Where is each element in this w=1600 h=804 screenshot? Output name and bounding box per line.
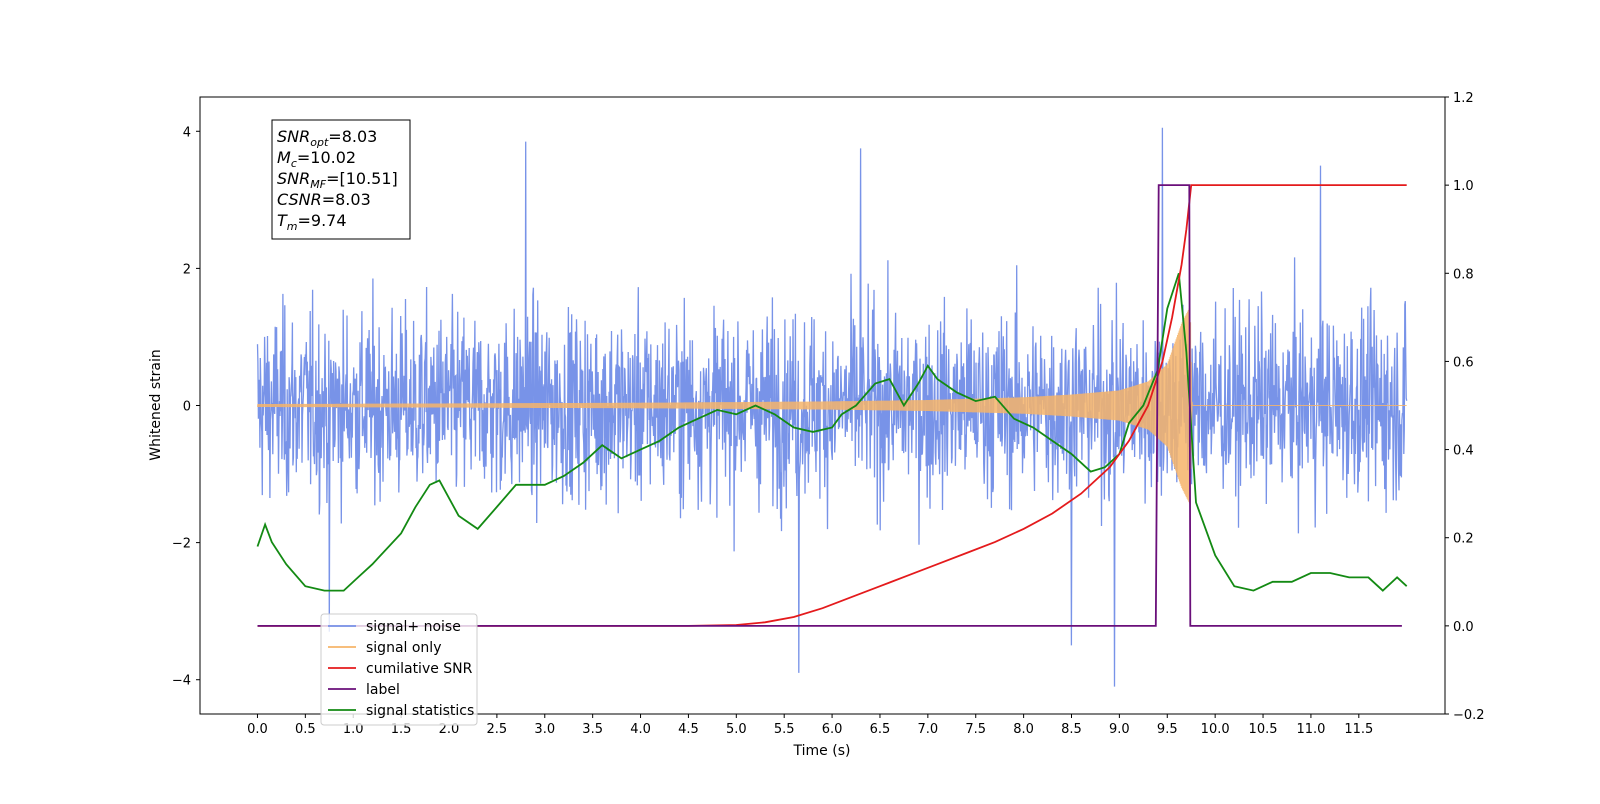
series-layer (256, 127, 1408, 687)
x-tick-label: 6.5 (870, 722, 891, 737)
annotation-value: =10.02 (297, 148, 356, 167)
x-tick-label: 5.5 (774, 722, 795, 737)
x-tick-label: 0.5 (295, 722, 316, 737)
annotation-line: Tm=9.74 (277, 211, 347, 233)
y2-tick-label: 1.2 (1453, 91, 1474, 106)
annotation-symbol: SNR (277, 127, 310, 146)
annotation-symbol: SNR (277, 169, 310, 188)
x-tick-label: 8.0 (1013, 722, 1034, 737)
series-signal-noise-line (256, 127, 1408, 687)
x-tick-label: 11.5 (1344, 722, 1373, 737)
series-signal-only-line (257, 306, 1407, 505)
y2-tick-label: 0.2 (1453, 532, 1474, 547)
y-tick-label: −2 (172, 537, 191, 552)
annotation-value: =8.03 (322, 190, 371, 209)
y2-tick-label: 0.6 (1453, 355, 1474, 370)
series-label-line (257, 184, 1402, 627)
x-tick-label: 10.0 (1201, 722, 1230, 737)
x-tick-label: 5.0 (726, 722, 747, 737)
x-tick-label: 10.5 (1249, 722, 1278, 737)
y2-tick-label: 0.8 (1453, 267, 1474, 282)
y-tick-label: 2 (183, 262, 191, 277)
annotation-subscript: MF (310, 178, 326, 191)
annotation-line: Mc=10.02 (277, 148, 356, 170)
y-axis-left: 4 2 0 −2 −4 (172, 125, 200, 689)
annotation-symbol: CSNR (277, 190, 322, 209)
series-signal-statistics-line (256, 273, 1408, 592)
x-tick-label: 6.0 (822, 722, 843, 737)
annotation-value: =8.03 (328, 127, 377, 146)
annotation-subscript: opt (310, 136, 329, 149)
y-tick-label: 4 (183, 125, 191, 140)
legend-label: label (366, 682, 400, 698)
y2-tick-label: 1.0 (1453, 179, 1474, 194)
annotation-value: =[10.51] (326, 169, 398, 188)
x-tick-label: 8.5 (1061, 722, 1082, 737)
y2-tick-label: −0.2 (1453, 708, 1485, 723)
series-cumilative-snr-line (257, 184, 1407, 627)
annotation-symbol: T (277, 211, 288, 230)
x-tick-label: 9.5 (1157, 722, 1178, 737)
x-tick-label: 4.0 (630, 722, 651, 737)
x-tick-label: 1.0 (343, 722, 364, 737)
x-tick-label: 7.5 (965, 722, 986, 737)
y2-tick-label: 0.4 (1453, 444, 1474, 459)
annotation-line: SNRopt=8.03 (277, 127, 377, 149)
y-axis-label: Whitened strain (148, 349, 164, 460)
y-tick-label: −4 (172, 674, 191, 689)
x-tick-label: 2.0 (439, 722, 460, 737)
legend-label: signal+ noise (366, 619, 461, 635)
x-tick-label: 4.5 (678, 722, 699, 737)
x-tick-label: 7.0 (918, 722, 939, 737)
annotation-value: =9.74 (298, 211, 347, 230)
annotation-subscript: c (291, 157, 297, 170)
x-axis: 0.0 0.5 1.0 1.5 2.0 2.5 3.0 3.5 4.0 4.5 5.0 5.5 6.0 6… (247, 714, 1373, 737)
legend: signal+ noise signal only cumilative SNR la… (320, 613, 478, 726)
legend-label: cumilative SNR (366, 661, 473, 677)
annotation-symbol: M (277, 148, 291, 167)
annotation-frame (271, 119, 411, 240)
y-axis-right: 1.2 1.0 0.8 0.6 0.4 0.2 0.0 −0.2 (1445, 91, 1485, 723)
annotation-line: CSNR=8.03 (277, 190, 371, 209)
y-tick-label: 0 (183, 400, 191, 415)
x-tick-label: 11.0 (1296, 722, 1325, 737)
annotation-box: SNRopt=8.03Mc=10.02SNRMF=[10.51]CSNR=8.0… (271, 119, 411, 240)
y2-tick-label: 0.0 (1453, 620, 1474, 635)
x-tick-label: 1.5 (391, 722, 412, 737)
x-axis-label: Time (s) (793, 743, 851, 759)
x-tick-label: 9.0 (1109, 722, 1130, 737)
x-tick-label: 3.0 (534, 722, 555, 737)
x-tick-label: 2.5 (487, 722, 508, 737)
x-tick-label: 0.0 (247, 722, 268, 737)
legend-label: signal statistics (366, 703, 474, 719)
annotation-subscript: m (287, 220, 298, 233)
legend-label: signal only (366, 640, 441, 656)
x-tick-label: 3.5 (582, 722, 603, 737)
legend-frame (320, 613, 478, 726)
annotation-line: SNRMF=[10.51] (277, 169, 398, 191)
